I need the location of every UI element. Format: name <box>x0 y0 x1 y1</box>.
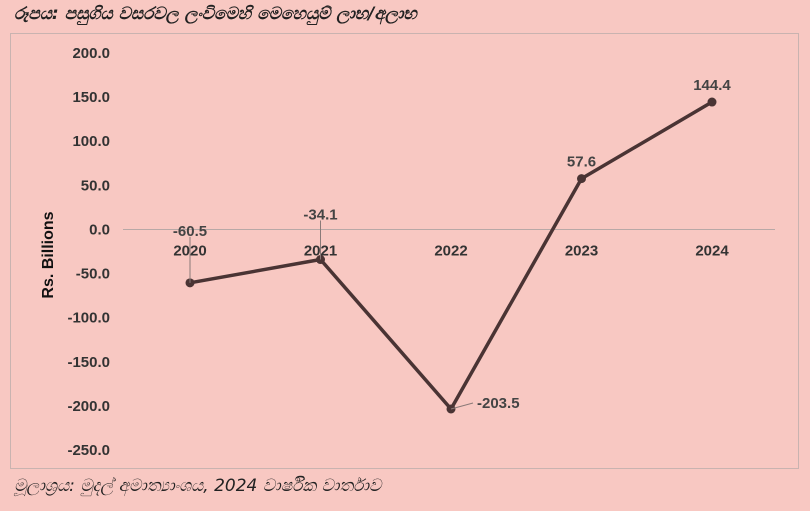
y-tick-label: -50.0 <box>76 266 110 283</box>
y-tick-label: -250.0 <box>67 442 110 459</box>
chart-frame <box>10 33 799 469</box>
data-label: -60.5 <box>173 223 207 240</box>
y-tick-label: 100.0 <box>72 133 110 150</box>
data-label: 144.4 <box>693 77 731 94</box>
x-tick-label: 2022 <box>434 242 467 259</box>
y-tick-label: 50.0 <box>81 177 110 194</box>
y-tick-label: 150.0 <box>72 89 110 106</box>
data-label: -203.5 <box>477 395 520 412</box>
data-point <box>707 97 717 107</box>
y-tick-label: -200.0 <box>67 398 110 415</box>
label-leader-line <box>450 402 474 410</box>
figure-title: රූපය: පසුගිය වසරවල ලංවිමෙහි මෙහෙයුම් ලාභ… <box>14 4 417 24</box>
y-tick-label: 0.0 <box>89 221 110 238</box>
data-label: -34.1 <box>303 207 337 224</box>
y-axis-label: Rs. Billions <box>40 211 57 298</box>
x-tick-labels: 2020 2021 2022 2023 2024 <box>173 242 729 259</box>
x-tick-label: 2023 <box>565 242 598 259</box>
y-tick-label: -150.0 <box>67 354 110 371</box>
y-tick-label: 200.0 <box>72 45 110 62</box>
x-tick-label: 2024 <box>695 242 729 259</box>
data-labels: -60.5 -34.1 -203.5 57.6 144.4 <box>173 77 732 412</box>
y-tick-labels: 200.0 150.0 100.0 50.0 0.0 -50.0 -100.0 -150.0 -… <box>67 45 110 459</box>
y-tick-label: -100.0 <box>67 310 110 327</box>
data-point <box>577 174 586 184</box>
data-label: 57.6 <box>567 154 596 171</box>
source-note: මූලාශ්‍රය: මුදල් අමාත්‍යාංශය, 2024 වාර්ෂ… <box>14 476 382 496</box>
